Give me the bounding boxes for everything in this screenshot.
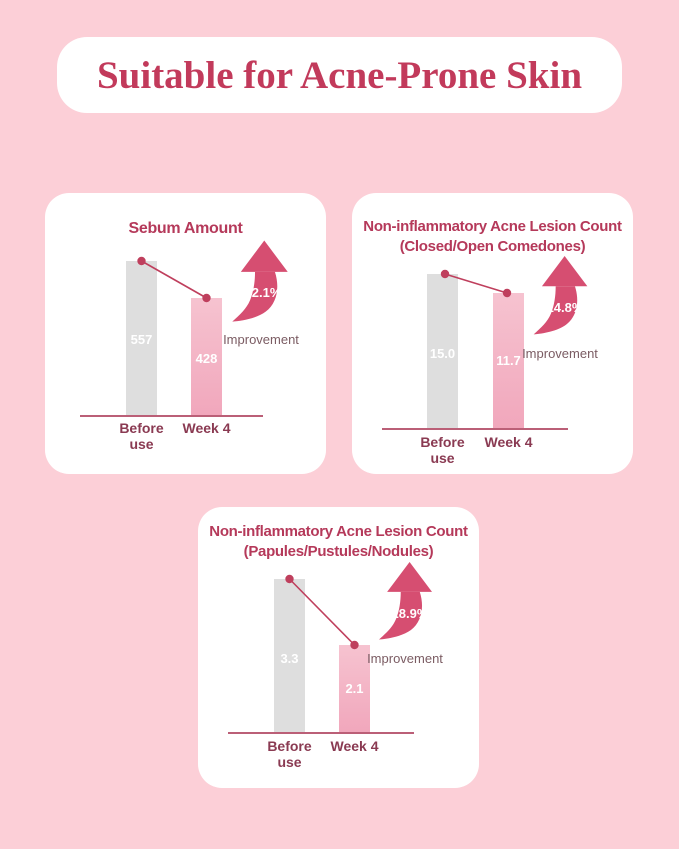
axis-label-week4: Week 4 xyxy=(182,420,231,436)
improvement-percent: 14.8% xyxy=(546,300,584,315)
chart-title-line2: (Closed/Open Comedones) xyxy=(399,238,586,255)
bar-week4 xyxy=(191,298,222,415)
banner: Suitable for Acne-Prone Skin xyxy=(57,37,622,113)
chart-card-papules: Non-inflammatory Acne Lesion Count (Papu… xyxy=(198,507,479,788)
bar-value-week4: 11.7 xyxy=(496,353,521,368)
chart-title-line1: Sebum Amount xyxy=(128,220,243,237)
axis-label-line2: use xyxy=(430,450,455,466)
bar-before-use xyxy=(427,274,458,428)
chart-title-line2: (Papules/Pustules/Nodules) xyxy=(243,543,434,560)
axis-label-week4: Week 4 xyxy=(484,434,533,450)
axis-label-week4: Week 4 xyxy=(330,738,379,754)
bar-value-before-use: 3.3 xyxy=(280,651,299,666)
axis-label-line1: Before xyxy=(267,738,312,754)
bar-value-before-use: 557 xyxy=(130,332,153,347)
improvement-label: Improvement xyxy=(367,651,443,666)
improvement-label: Improvement xyxy=(223,332,299,347)
page-title: Suitable for Acne-Prone Skin xyxy=(96,53,583,97)
axis-line xyxy=(382,428,568,430)
axis-label-line2: use xyxy=(277,754,302,770)
improvement-percent: 28.9% xyxy=(391,606,429,621)
axis-label-before-use: Before use xyxy=(407,434,478,466)
axis-label-before-use: Before use xyxy=(254,738,325,770)
bar-week4 xyxy=(339,645,370,732)
axis-label-line2: use xyxy=(129,436,154,452)
improvement-label: Improvement xyxy=(522,346,598,361)
axis-line xyxy=(80,415,263,417)
chart-title-line1: Non-inflammatory Acne Lesion Count xyxy=(209,523,468,540)
chart-card-sebum: Sebum Amount 557 428 22.1% Improvement B… xyxy=(45,193,326,474)
bar-value-week4: 428 xyxy=(195,351,218,366)
bar-value-before-use: 15.0 xyxy=(429,346,456,361)
chart-card-comedones: Non-inflammatory Acne Lesion Count (Clos… xyxy=(352,193,633,474)
chart-title: Non-inflammatory Acne Lesion Count (Clos… xyxy=(352,217,633,257)
improvement-arrow-icon xyxy=(232,240,288,322)
chart-title-line1: Non-inflammatory Acne Lesion Count xyxy=(363,218,622,235)
bar-value-week4: 2.1 xyxy=(345,681,364,696)
axis-label-line1: Before xyxy=(119,420,164,436)
chart-title: Sebum Amount xyxy=(45,219,326,239)
bar-week4 xyxy=(493,293,524,428)
improvement-percent: 22.1% xyxy=(244,285,282,300)
improvement-arrow-icon xyxy=(533,256,588,335)
axis-line xyxy=(228,732,414,734)
axis-label-before-use: Before use xyxy=(106,420,177,452)
improvement-arrow-icon xyxy=(378,562,433,640)
chart-title: Non-inflammatory Acne Lesion Count (Papu… xyxy=(198,522,479,562)
axis-label-line1: Before xyxy=(420,434,465,450)
